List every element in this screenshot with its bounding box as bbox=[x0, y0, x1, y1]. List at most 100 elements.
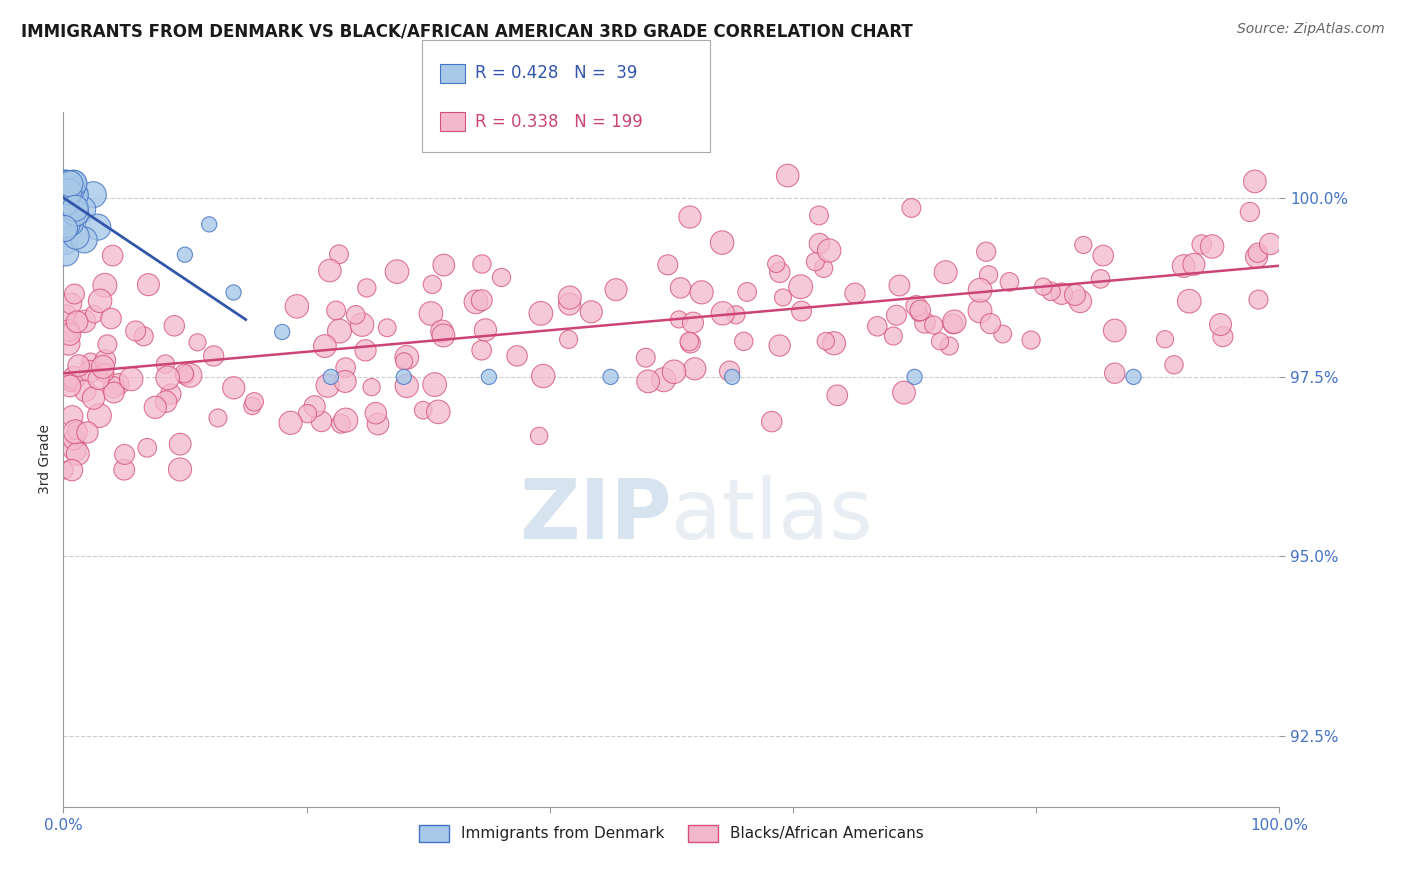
Point bbox=[844, 286, 866, 301]
Point bbox=[207, 411, 229, 425]
Point bbox=[222, 285, 245, 300]
Point bbox=[395, 351, 418, 365]
Point bbox=[53, 176, 76, 190]
Point bbox=[136, 441, 159, 455]
Point bbox=[63, 287, 86, 301]
Point bbox=[63, 176, 86, 190]
Point bbox=[55, 309, 77, 323]
Point bbox=[790, 304, 813, 318]
Point bbox=[155, 357, 177, 371]
Point bbox=[58, 336, 80, 351]
Point bbox=[813, 261, 835, 276]
Point bbox=[527, 429, 550, 443]
Point bbox=[59, 216, 82, 230]
Point bbox=[1173, 259, 1195, 273]
Point bbox=[63, 371, 86, 385]
Point bbox=[53, 463, 76, 477]
Point bbox=[678, 334, 700, 349]
Point bbox=[392, 354, 415, 368]
Point bbox=[63, 201, 86, 215]
Point bbox=[344, 308, 367, 322]
Point bbox=[929, 334, 952, 349]
Point bbox=[328, 247, 350, 261]
Point bbox=[866, 319, 889, 334]
Point bbox=[56, 176, 79, 190]
Point bbox=[1243, 174, 1265, 188]
Point bbox=[60, 182, 83, 196]
Point bbox=[124, 324, 146, 338]
Point bbox=[471, 343, 494, 358]
Point bbox=[761, 415, 783, 429]
Point bbox=[471, 257, 494, 271]
Point bbox=[558, 291, 581, 305]
Point bbox=[59, 379, 82, 393]
Point bbox=[169, 462, 191, 476]
Point bbox=[1209, 318, 1232, 332]
Point bbox=[776, 169, 799, 183]
Point bbox=[711, 235, 734, 250]
Point bbox=[65, 187, 87, 202]
Point bbox=[169, 437, 191, 451]
Point bbox=[138, 277, 160, 292]
Point bbox=[943, 315, 966, 329]
Point bbox=[243, 394, 266, 409]
Point bbox=[63, 186, 86, 200]
Point bbox=[427, 405, 450, 419]
Point bbox=[789, 279, 811, 293]
Point bbox=[364, 406, 387, 420]
Point bbox=[79, 355, 101, 369]
Point bbox=[163, 318, 186, 333]
Point bbox=[679, 336, 702, 351]
Point bbox=[1092, 249, 1115, 263]
Point bbox=[991, 327, 1014, 342]
Point bbox=[1122, 370, 1144, 384]
Point bbox=[969, 304, 991, 318]
Point bbox=[942, 317, 965, 331]
Point bbox=[319, 263, 342, 277]
Point bbox=[765, 257, 787, 271]
Point bbox=[60, 375, 83, 389]
Point bbox=[420, 277, 443, 292]
Point bbox=[1064, 288, 1087, 302]
Point bbox=[65, 425, 87, 439]
Point bbox=[412, 403, 434, 417]
Point bbox=[354, 343, 377, 358]
Point bbox=[59, 177, 82, 191]
Point bbox=[599, 370, 621, 384]
Point bbox=[114, 447, 136, 461]
Point bbox=[101, 249, 124, 263]
Point bbox=[1104, 366, 1126, 380]
Point bbox=[58, 185, 80, 199]
Point bbox=[375, 320, 398, 334]
Point bbox=[908, 303, 931, 318]
Point bbox=[120, 372, 142, 386]
Point bbox=[83, 307, 105, 321]
Point bbox=[679, 210, 702, 224]
Text: atlas: atlas bbox=[672, 475, 873, 556]
Point bbox=[107, 377, 129, 392]
Point bbox=[202, 349, 225, 363]
Point bbox=[1163, 358, 1185, 372]
Point bbox=[1178, 294, 1201, 309]
Point bbox=[87, 372, 110, 386]
Point bbox=[690, 285, 713, 300]
Point bbox=[823, 336, 845, 351]
Point bbox=[392, 370, 415, 384]
Point bbox=[65, 229, 87, 244]
Text: Source: ZipAtlas.com: Source: ZipAtlas.com bbox=[1237, 22, 1385, 37]
Point bbox=[103, 380, 125, 394]
Point bbox=[385, 265, 408, 279]
Point bbox=[59, 327, 82, 342]
Point bbox=[922, 318, 945, 332]
Point bbox=[93, 366, 115, 380]
Point bbox=[423, 377, 446, 392]
Point bbox=[657, 258, 679, 272]
Point bbox=[1258, 237, 1281, 252]
Point bbox=[66, 424, 89, 438]
Point bbox=[352, 318, 374, 332]
Point bbox=[605, 283, 627, 297]
Point bbox=[1247, 293, 1270, 307]
Point bbox=[1104, 324, 1126, 338]
Point bbox=[143, 401, 166, 415]
Point bbox=[325, 303, 347, 318]
